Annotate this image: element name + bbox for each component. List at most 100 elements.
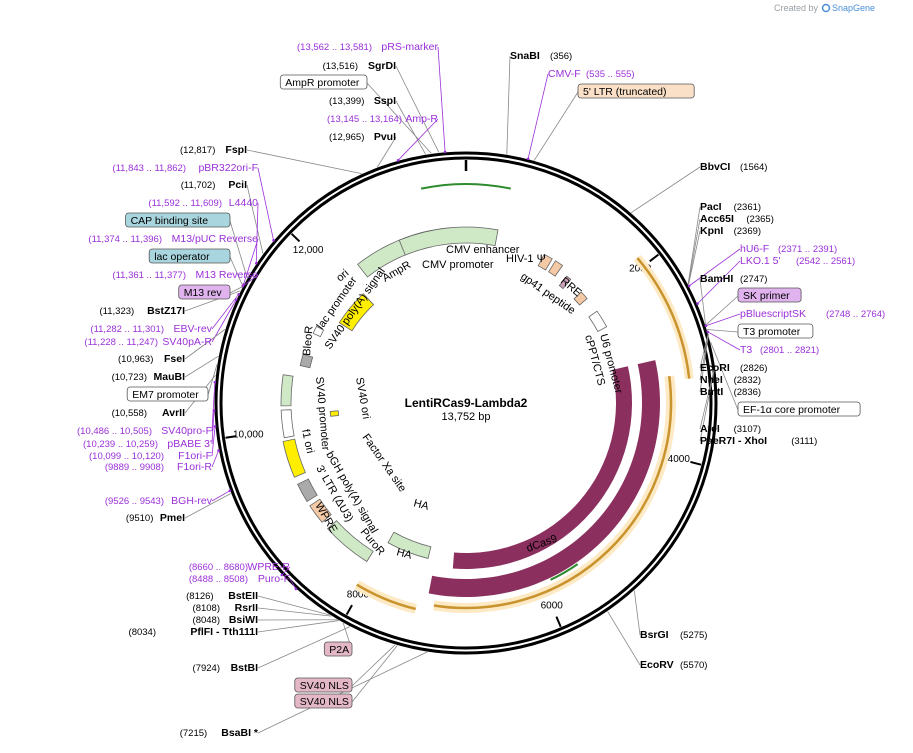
site-label-right-1[interactable]: CMV-F (535 .. 555): [548, 68, 635, 80]
feature-label-factor-xa[interactable]: Factor Xa site: [360, 432, 409, 494]
site-label-left-9[interactable]: L4440 (11,592 .. 11,609): [148, 197, 258, 209]
site-coordinate: (10,723): [112, 372, 147, 383]
site-label-left-26[interactable]: BGH-rev (9526 .. 9543): [105, 495, 213, 507]
site-label-left-22[interactable]: SV40pro-F (10,486 .. 10,505): [77, 425, 212, 437]
site-label-right-17[interactable]: EF-1α core promoter: [737, 401, 861, 417]
site-label-right-16[interactable]: BmtI (2836): [700, 386, 761, 398]
site-label-left-14[interactable]: M13 rev: [178, 284, 231, 300]
feature-block[interactable]: [280, 409, 295, 439]
site-label-right-20[interactable]: BsrGI (5275): [640, 629, 707, 641]
primer-site-marker: [213, 425, 217, 428]
site-coordinate: (7215): [180, 728, 207, 739]
feature-block[interactable]: [280, 374, 294, 407]
site-label-right-14[interactable]: EcoRI (2826): [700, 362, 767, 374]
feature-block[interactable]: [387, 531, 432, 559]
feature-block[interactable]: [329, 410, 340, 417]
feature-block[interactable]: [299, 353, 314, 369]
feature-block[interactable]: [338, 293, 375, 332]
site-label-left-34[interactable]: P2A: [323, 641, 353, 657]
site-label-right-4[interactable]: PacI (2361): [700, 201, 761, 213]
feature-block[interactable]: [537, 253, 553, 271]
site-label-left-24[interactable]: F1ori-F (10,099 .. 10,120): [89, 450, 212, 462]
feature-label-cas9[interactable]: Cas9: [517, 505, 545, 524]
site-label-left-33[interactable]: PflFI - Tth111I (8034): [129, 626, 259, 638]
feature-label-cmv-enhancer[interactable]: CMV enhancer: [446, 244, 520, 256]
leader-line: [699, 364, 716, 430]
leader-line: [184, 355, 219, 378]
feature-block[interactable]: [327, 520, 374, 563]
site-label-left-3[interactable]: SspI (13,399): [329, 95, 396, 107]
site-label-right-19[interactable]: PaeR7I - XhoI (3111): [700, 435, 817, 447]
site-label-left-27[interactable]: PmeI (9510): [126, 512, 185, 524]
feature-label-f1-ori[interactable]: f1 ori: [299, 428, 316, 454]
site-label-right-12[interactable]: T3 promoter: [737, 323, 814, 339]
tick-label: 8000: [347, 590, 370, 601]
site-label-left-17[interactable]: SV40pA-R (11,228 .. 11,247): [84, 336, 212, 348]
site-label-right-8[interactable]: LKO.1 5' (2542 .. 2561): [740, 255, 855, 267]
site-label-left-10[interactable]: CAP binding site: [125, 212, 231, 228]
site-label-left-29[interactable]: Puro-F (8488 .. 8508): [189, 573, 290, 585]
site-label-right-18[interactable]: AfeI (3107): [700, 423, 761, 435]
site-label-left-18[interactable]: FseI (10,963): [118, 353, 185, 365]
feature-block[interactable]: [312, 325, 325, 338]
site-label-left-23[interactable]: pBABE 3' (10,239 .. 10,259): [83, 438, 212, 450]
site-label-right-9[interactable]: BamHI (2747): [700, 273, 767, 285]
site-label-left-8[interactable]: PciI (11,702): [181, 179, 247, 191]
site-label-left-0[interactable]: pRS-marker (13,562 .. 13,581): [297, 41, 439, 53]
site-label-left-20[interactable]: EM7 promoter: [126, 386, 209, 402]
site-label-left-1[interactable]: SgrDI (13,516): [323, 60, 396, 72]
site-label-left-15[interactable]: BstZ17I (11,323): [100, 305, 186, 317]
site-label-left-25[interactable]: F1ori-R (9889 .. 9908): [105, 461, 213, 473]
site-label-left-11[interactable]: M13/pUC Reverse (11,374 .. 11,396): [88, 233, 258, 245]
site-label-left-4[interactable]: Amp-R(13,145 .. 13,164): [327, 113, 438, 125]
site-label-left-37[interactable]: SV40 NLS: [294, 693, 353, 709]
site-label-right-5[interactable]: Acc65I (2365): [700, 213, 774, 225]
site-label-right-0[interactable]: SnaBI (356): [510, 50, 572, 62]
feature-block[interactable]: [297, 478, 318, 503]
feature-label-ha-2[interactable]: HA: [395, 546, 414, 562]
site-label-right-3[interactable]: BbvCI (1564): [700, 161, 767, 173]
feature-label-sv40-promoter[interactable]: SV40 promoter: [313, 376, 331, 451]
site-label-left-21[interactable]: AvrII (10,558): [112, 407, 185, 419]
feature-label-ha-1[interactable]: HA: [412, 497, 431, 513]
site-name: pBABE 3': [167, 438, 212, 450]
site-label-left-31[interactable]: RsrII (8108): [193, 602, 259, 614]
site-label-left-30[interactable]: BstEII (8126): [186, 590, 258, 602]
cmv-feature-block[interactable]: [398, 226, 499, 256]
site-label-left-16[interactable]: EBV-rev (11,282 .. 11,301): [90, 323, 212, 335]
feature-label-cmv-promoter[interactable]: CMV promoter: [422, 259, 494, 271]
site-label-right-11[interactable]: pBluescriptSK (2748 .. 2764): [740, 308, 885, 320]
feature-block[interactable]: [309, 498, 332, 523]
site-label-left-2[interactable]: AmpR promoter: [279, 74, 368, 90]
site-label-left-32[interactable]: BsiWI (8048): [193, 614, 259, 626]
site-label-left-6[interactable]: FspI (12,817): [180, 144, 247, 156]
dcas9-arc[interactable]: [428, 360, 660, 597]
site-label-left-19[interactable]: MauBI (10,723): [112, 371, 185, 383]
site-label-left-35[interactable]: BstBI (7924): [193, 662, 259, 674]
site-label-right-10[interactable]: SK primer: [737, 287, 802, 303]
feature-block[interactable]: [573, 291, 588, 306]
site-label-left-36[interactable]: SV40 NLS: [294, 677, 353, 693]
site-label-right-21[interactable]: EcoRV (5570): [640, 659, 707, 671]
site-label-left-12[interactable]: lac operator: [148, 248, 231, 264]
site-label-left-13[interactable]: M13 Reverse (11,361 .. 11,377): [112, 269, 258, 281]
site-label-left-7[interactable]: pBR322ori-F (11,843 .. 11,862): [112, 162, 258, 174]
snapgene-brand[interactable]: SnapGene: [832, 3, 875, 13]
tick-mark: [649, 253, 660, 263]
feature-block[interactable]: [558, 275, 572, 290]
site-label-left-28[interactable]: WPRE-R(8660 .. 8680): [189, 561, 291, 573]
feature-label-bleor[interactable]: BleoR: [301, 325, 316, 356]
site-label-left-5[interactable]: PvuI (12,965): [329, 131, 396, 143]
primer-site-marker: [396, 159, 400, 162]
site-label-right-6[interactable]: KpnI (2369): [700, 225, 761, 237]
feature-label-sv40-ori[interactable]: SV40 ori: [353, 376, 372, 420]
feature-block[interactable]: [282, 438, 306, 478]
site-label-right-7[interactable]: hU6-F (2371 .. 2391): [740, 243, 837, 255]
feature-label-hiv-psi[interactable]: HIV-1 Ψ: [506, 253, 546, 265]
site-label-right-13[interactable]: T3 (2801 .. 2821): [740, 344, 819, 356]
site-label-right-15[interactable]: NheI (2832): [700, 374, 761, 386]
feature-block[interactable]: [548, 260, 564, 277]
site-label-right-2[interactable]: 5' LTR (truncated): [577, 83, 695, 99]
feature-block[interactable]: [588, 310, 608, 333]
site-label-left-38[interactable]: BsaBI * (7215): [180, 727, 259, 739]
